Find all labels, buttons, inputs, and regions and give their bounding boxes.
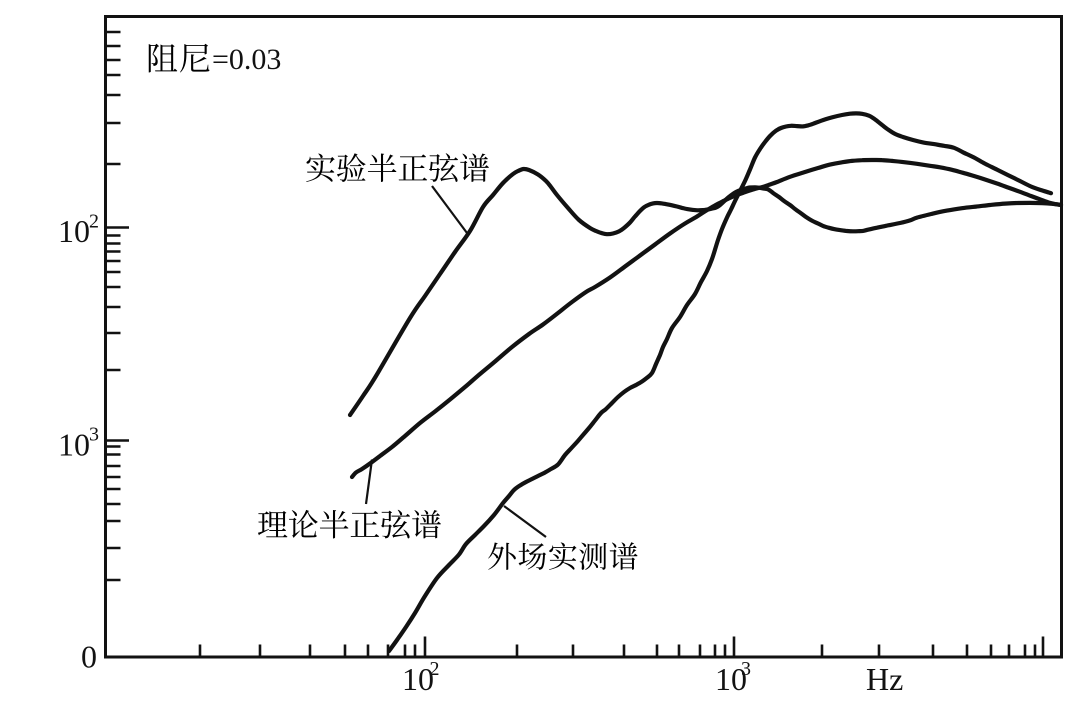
- svg-text:0: 0: [81, 639, 97, 675]
- svg-text:3: 3: [89, 423, 99, 445]
- svg-text:Hz: Hz: [866, 661, 903, 697]
- svg-text:10: 10: [715, 661, 747, 697]
- svg-text:2: 2: [430, 658, 440, 680]
- svg-text:3: 3: [741, 658, 751, 680]
- svg-text:10: 10: [402, 661, 434, 697]
- svg-text:10: 10: [58, 427, 90, 463]
- svg-text:2: 2: [89, 210, 99, 232]
- svg-text:10: 10: [58, 213, 90, 249]
- svg-text:=0.03: =0.03: [212, 43, 281, 76]
